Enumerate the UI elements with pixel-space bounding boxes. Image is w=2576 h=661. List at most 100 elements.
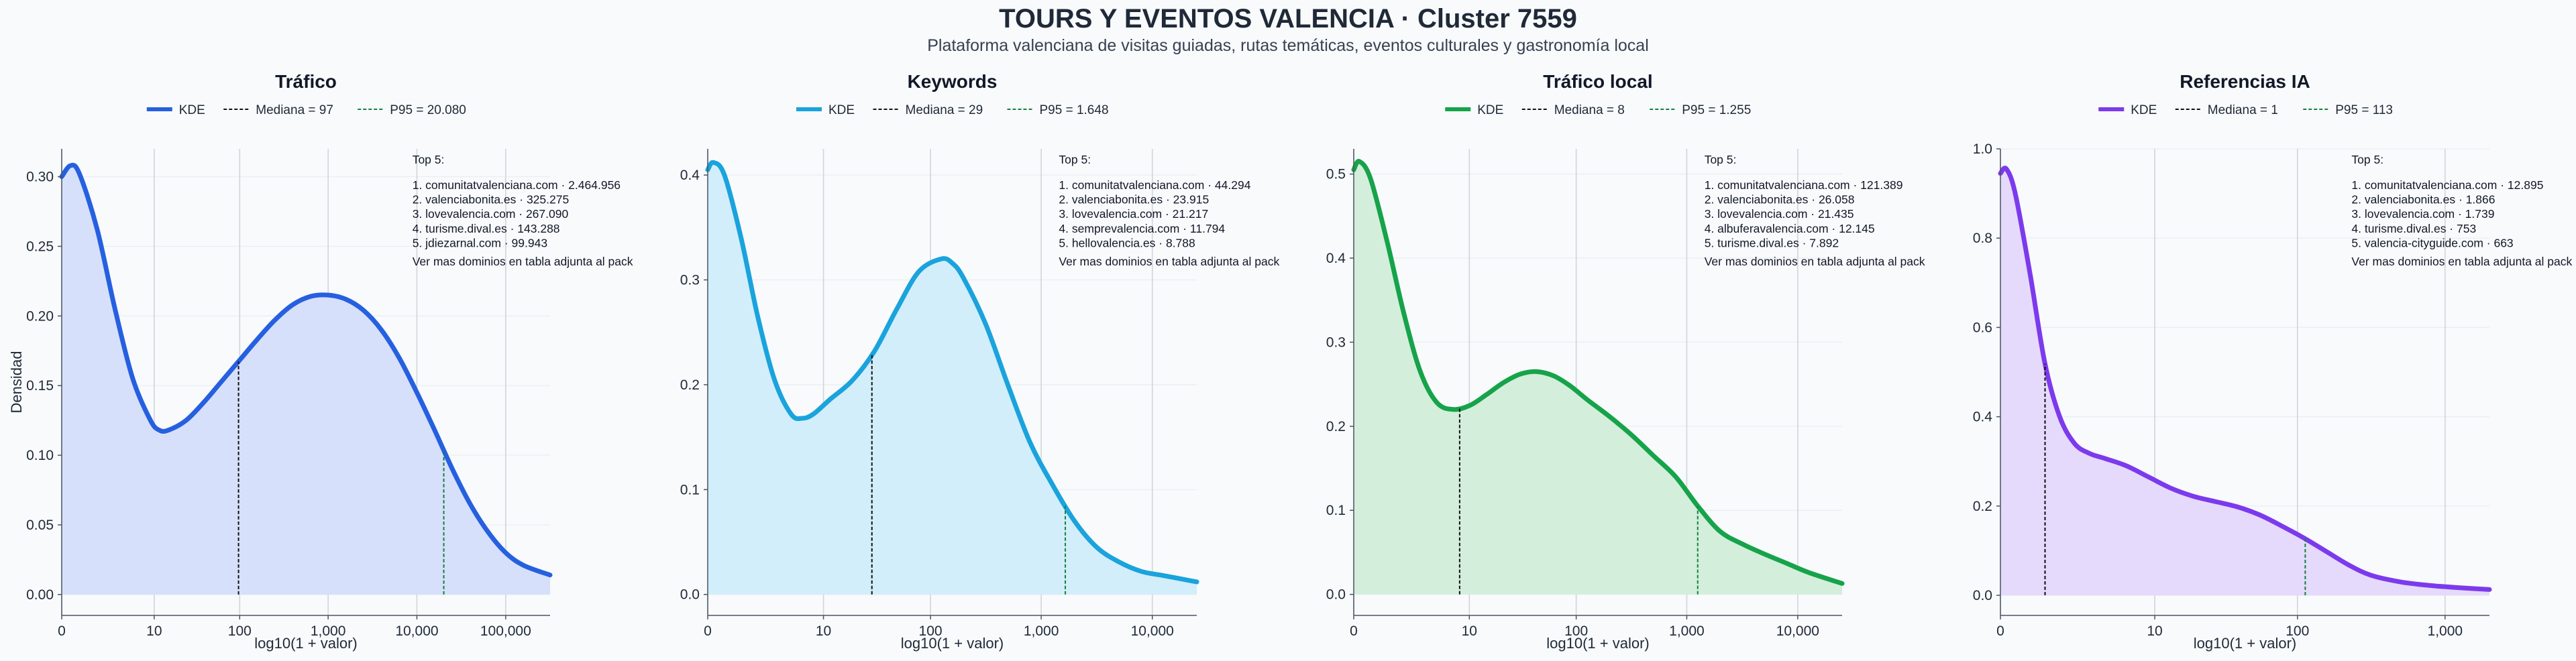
legend-label: KDE [828,103,855,117]
x-tick-label: 100 [919,623,943,639]
legend: KDE Mediana = 29 P95 = 1.648 [796,103,1109,117]
top5-annotation: Top 5: 1. comunitatvalenciana.com · 44.29… [1059,153,1279,268]
x-tick-label: 1,000 [2428,623,2463,639]
chart-panel: Tráfico local KDE Mediana = 8 P95 = 1.255 0 1… [1326,71,1925,652]
x-tick-label: 10,000 [1776,623,1819,639]
y-tick-label: 0.2 [680,377,700,393]
legend: KDE Mediana = 1 P95 = 113 [2098,103,2393,117]
x-tick-label: 100 [228,623,252,639]
x-axis-label: log10(1 + valor) [2194,635,2296,652]
legend-label: KDE [179,103,205,117]
kde-area [2000,168,2489,596]
kde-line [1998,166,2492,592]
x-tick-label: 1,000 [1669,623,1705,639]
chart-panel: Tráfico KDE Mediana = 97 P95 = 20.080 0 10 100… [8,71,633,652]
x-tick-label: 1,000 [311,623,346,639]
x-tick-label: 100 [1564,623,1588,639]
y-tick-label: 0.8 [1973,231,1992,246]
figure-subtitle: Plataforma valenciana de visitas guiadas… [927,36,1649,55]
legend-label: Mediana = 97 [256,103,333,117]
y-tick-label: 0.05 [26,518,54,533]
x-tick-label: 100,000 [480,623,531,639]
top5-item: 4. albuferavalencia.com · 12.145 [1705,222,1875,235]
legend-label: KDE [2131,103,2157,117]
top5-item: 1. comunitatvalenciana.com · 44.294 [1059,178,1250,192]
top5-item: 1. comunitatvalenciana.com · 2.464.956 [413,178,621,192]
top5-note: Ver mas dominios en tabla adjunta al pac… [1059,255,1279,268]
y-tick-label: 1.0 [1973,141,1992,157]
top5-heading: Top 5: [1705,153,1737,166]
legend-label: P95 = 20.080 [390,103,466,117]
top5-item: 3. lovevalencia.com · 21.435 [1705,207,1854,221]
top5-item: 1. comunitatvalenciana.com · 121.389 [1705,178,1903,192]
top5-item: 4. turisme.dival.es · 753 [2351,222,2476,235]
panel-title: Keywords [908,71,998,92]
top5-item: 4. semprevalencia.com · 11.794 [1059,222,1225,235]
top5-heading: Top 5: [2351,153,2383,166]
figure-title: TOURS Y EVENTOS VALENCIA · Cluster 7559 [999,4,1577,34]
x-tick-label: 10 [2147,623,2162,639]
x-tick-label: 10,000 [395,623,438,639]
top5-item: 3. lovevalencia.com · 21.217 [1059,207,1208,221]
legend-label: Mediana = 1 [2208,103,2278,117]
top5-item: 3. lovevalencia.com · 1.739 [2351,207,2494,221]
x-axis-label: log10(1 + valor) [901,635,1004,652]
x-tick-label: 0 [704,623,712,639]
top5-annotation: Top 5: 1. comunitatvalenciana.com · 12.89… [2351,153,2572,268]
y-tick-label: 0.4 [1973,410,1993,425]
legend-label: Mediana = 29 [906,103,983,117]
x-axis-label: log10(1 + valor) [1546,635,1649,652]
y-tick-label: 0.0 [1973,588,1992,603]
y-tick-label: 0.3 [680,273,700,288]
y-tick-label: 0.00 [26,587,54,603]
x-axis-label: log10(1 + valor) [254,635,357,652]
legend-label: Mediana = 8 [1554,103,1625,117]
top5-heading: Top 5: [413,153,445,166]
panel-title: Referencias IA [2180,71,2310,92]
top5-heading: Top 5: [1059,153,1091,166]
top5-item: 4. turisme.dival.es · 143.288 [413,222,560,235]
panel-title: Tráfico [275,71,337,92]
y-tick-label: 0.10 [26,448,54,463]
y-tick-label: 0.1 [680,482,700,497]
top5-item: 5. jdiezarnal.com · 99.943 [413,236,547,249]
y-tick-label: 0.5 [1326,167,1346,182]
kde-area [1354,161,1842,595]
kde-line [59,162,553,578]
y-tick-label: 0.0 [1326,587,1346,603]
y-tick-label: 0.15 [26,378,54,394]
top5-item: 5. turisme.dival.es · 7.892 [1705,236,1839,249]
top5-item: 2. valenciabonita.es · 1.866 [2351,193,2495,206]
y-tick-label: 0.3 [1326,335,1346,350]
x-tick-label: 1,000 [1024,623,1059,639]
x-tick-label: 0 [1996,623,2004,639]
x-tick-label: 10 [816,623,831,639]
legend-label: P95 = 1.648 [1040,103,1109,117]
top5-item: 5. hellovalencia.es · 8.788 [1059,236,1195,249]
kde-line [1351,159,1845,586]
top5-annotation: Top 5: 1. comunitatvalenciana.com · 2.464… [413,153,633,268]
top5-item: 2. valenciabonita.es · 23.915 [1059,193,1209,206]
y-axis-label: Densidad [8,351,25,414]
y-tick-label: 0.4 [680,168,700,183]
top5-note: Ver mas dominios en tabla adjunta al pac… [413,255,633,268]
top5-item: 2. valenciabonita.es · 325.275 [413,193,570,206]
legend: KDE Mediana = 8 P95 = 1.255 [1445,103,1751,117]
y-tick-label: 0.2 [1326,419,1346,434]
legend-label: P95 = 113 [2335,103,2393,117]
y-tick-label: 0.4 [1326,251,1346,266]
top5-item: 5. valencia-cityguide.com · 663 [2351,236,2513,249]
x-tick-label: 0 [1350,623,1358,639]
y-tick-label: 0.1 [1326,503,1346,518]
chart-panel: Keywords KDE Mediana = 29 P95 = 1.648 0 10 100… [680,71,1280,652]
y-tick-label: 0.0 [680,587,700,603]
x-tick-label: 10 [146,623,162,639]
top5-item: 3. lovevalencia.com · 267.090 [413,207,569,221]
kde-area [708,162,1197,595]
x-tick-label: 10,000 [1131,623,1174,639]
y-tick-label: 0.6 [1973,320,1992,335]
x-tick-label: 0 [58,623,66,639]
legend: KDE Mediana = 97 P95 = 20.080 [146,103,466,117]
panel-title: Tráfico local [1543,71,1652,92]
y-tick-label: 0.25 [26,239,54,254]
